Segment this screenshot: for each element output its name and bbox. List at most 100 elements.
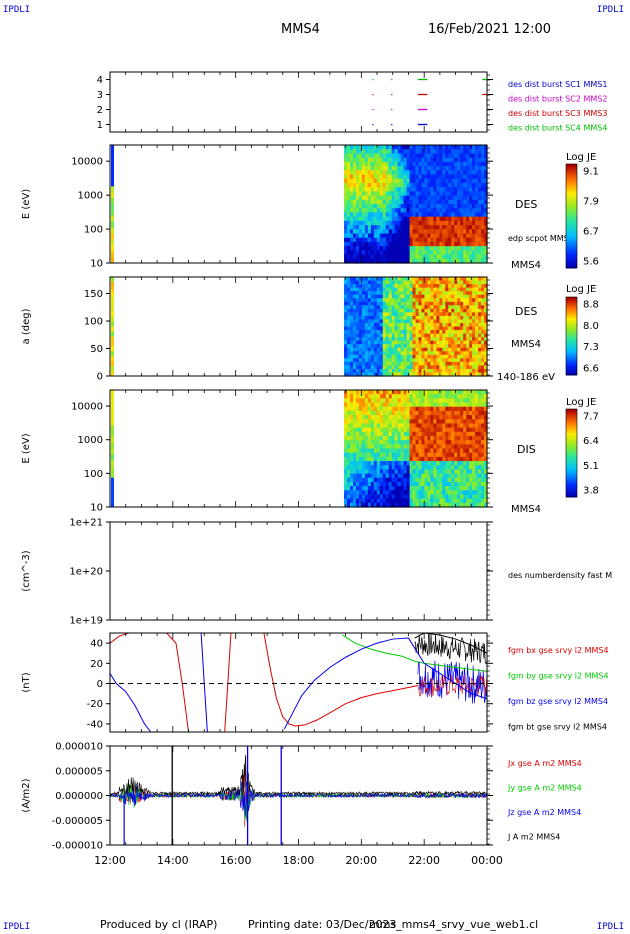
- spectrogram-cell: [364, 315, 369, 321]
- spectrogram-cell: [361, 241, 366, 247]
- spectrogram-cell: [370, 291, 375, 296]
- spectrogram-cell: [457, 448, 461, 454]
- spectrogram-cell: [430, 461, 434, 466]
- colorbar-cell: [566, 453, 577, 456]
- spectrogram-cell: [350, 294, 354, 299]
- spectrogram-cell: [111, 466, 114, 473]
- spectrogram-cell: [421, 477, 426, 483]
- spectrogram-cell: [457, 490, 461, 496]
- spectrogram-cell: [478, 233, 482, 239]
- spectrogram-cell: [367, 502, 372, 508]
- spectrogram-cell: [403, 178, 408, 184]
- spectrogram-cell: [466, 502, 470, 508]
- spectrogram-cell: [457, 435, 461, 441]
- spectrogram-cell: [415, 419, 420, 425]
- spectrogram-cell: [460, 254, 464, 260]
- spectrogram-cell: [472, 241, 476, 247]
- spectrogram-cell: [451, 225, 455, 230]
- spectrogram-cell: [436, 477, 440, 483]
- spectrogram-cell: [361, 195, 366, 201]
- spectrogram-cell: [400, 284, 405, 289]
- spectrogram-cell: [421, 308, 426, 313]
- spectrogram-cell: [403, 287, 408, 292]
- spectrogram-cell: [406, 444, 411, 450]
- spectrogram-cell: [358, 490, 363, 496]
- spectrogram-cell: [430, 178, 434, 184]
- spectrogram-cell: [400, 246, 405, 251]
- spectrogram-cell: [350, 287, 354, 292]
- spectrogram-cell: [466, 149, 470, 155]
- spectrogram-cell: [347, 410, 351, 416]
- spectrogram-cell: [436, 486, 440, 491]
- spectrogram-cell: [448, 287, 452, 292]
- spectrogram-cell: [475, 330, 479, 335]
- spectrogram-cell: [391, 291, 396, 296]
- burst-dot: [391, 79, 393, 81]
- spectrogram-cell: [367, 486, 372, 491]
- spectrogram-cell: [406, 182, 411, 188]
- spectrogram-cell: [475, 182, 479, 188]
- spectrogram-cell: [484, 390, 488, 395]
- spacecraft-label: MMS4: [511, 339, 541, 350]
- spectrogram-cell: [347, 427, 351, 433]
- spectrogram-cell: [457, 225, 461, 230]
- colorbar-cell: [566, 488, 577, 491]
- spectrogram-cell: [463, 182, 467, 188]
- colorbar-cell: [566, 337, 577, 341]
- spectrogram-cell: [403, 166, 408, 171]
- spectrogram-cell: [347, 182, 351, 188]
- spectrogram-cell: [391, 216, 396, 222]
- y-tick-label: 2: [97, 105, 103, 116]
- spectrogram-cell: [344, 351, 348, 356]
- spectrogram-cell: [463, 166, 467, 171]
- spectrogram-cell: [439, 354, 443, 359]
- spectrogram-cell: [412, 166, 417, 171]
- spectrogram-cell: [379, 351, 384, 356]
- spectrogram-cell: [406, 440, 411, 445]
- spectrogram-cell: [433, 390, 437, 395]
- colorbar-cell: [566, 355, 577, 358]
- spectrogram-cell: [355, 322, 360, 328]
- spectrogram-cell: [364, 308, 369, 313]
- spectrogram-cell: [460, 191, 464, 197]
- spectrogram-cell: [451, 312, 455, 317]
- spectrogram-cell: [424, 440, 429, 445]
- spectrogram-cell: [376, 220, 381, 226]
- spectrogram-cell: [430, 254, 434, 260]
- spectrogram-cell: [418, 351, 423, 356]
- spectrogram-cell: [430, 199, 434, 205]
- spectrogram-cell: [439, 258, 443, 264]
- spectrogram-cell: [472, 233, 476, 239]
- spectrogram-cell: [478, 481, 482, 487]
- spectrogram-cell: [394, 477, 399, 483]
- spectrogram-cell: [370, 444, 375, 450]
- spectrogram-cell: [409, 241, 414, 247]
- spectrogram-cell: [412, 145, 417, 150]
- spectrogram-cell: [412, 435, 417, 441]
- spectrogram-cell: [397, 312, 402, 317]
- spectrogram-cell: [388, 337, 393, 342]
- spectrogram-cell: [409, 452, 414, 458]
- spectrogram-cell: [347, 287, 351, 292]
- spectrogram-cell: [388, 333, 393, 338]
- spectrogram-cell: [463, 161, 467, 167]
- colorbar-cell: [566, 308, 577, 312]
- spectrogram-cell: [409, 277, 414, 282]
- spectrogram-cell: [370, 315, 375, 321]
- spectrogram-cell: [451, 284, 455, 289]
- spectrogram-cell: [427, 406, 432, 412]
- spectrogram-cell: [344, 233, 348, 239]
- spectrogram-cell: [427, 361, 432, 366]
- spectrogram-cell: [448, 225, 452, 230]
- spectrogram-cell: [463, 258, 467, 264]
- spectrogram-cell: [469, 347, 473, 352]
- spectrogram-cell: [436, 368, 440, 374]
- spectrogram-cell: [397, 440, 402, 445]
- spectrogram-cell: [391, 448, 396, 454]
- colorbar-cell: [566, 326, 577, 329]
- spectrogram-cell: [388, 305, 393, 310]
- spectrogram-cell: [463, 277, 467, 282]
- spectrogram-cell: [475, 250, 479, 256]
- spectrogram-cell: [406, 415, 411, 420]
- spectrogram-cell: [424, 301, 429, 306]
